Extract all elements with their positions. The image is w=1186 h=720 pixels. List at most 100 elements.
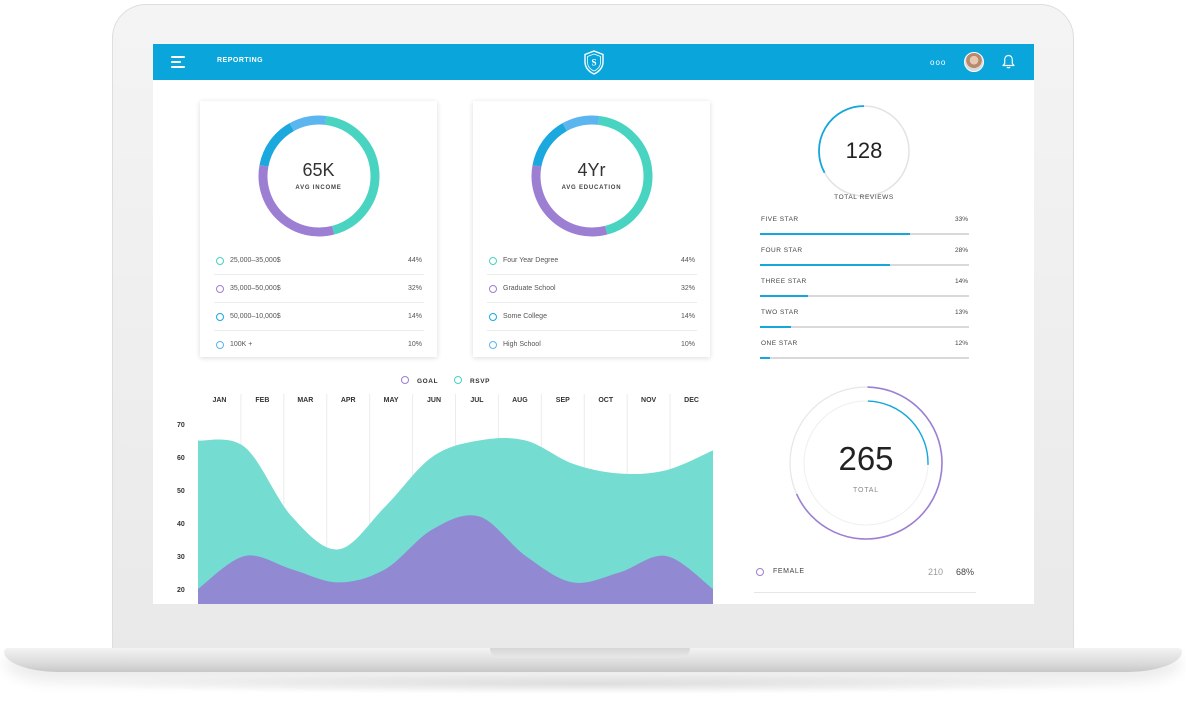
- y-tick-label: 20: [177, 587, 185, 594]
- y-tick-label: 70: [177, 422, 185, 429]
- legend-rsvp[interactable]: RSVP: [454, 376, 490, 385]
- rating-row[interactable]: FOUR STAR 28%: [760, 245, 969, 276]
- y-tick-label: 30: [177, 554, 185, 561]
- reviews-total: 128: [845, 138, 883, 163]
- rating-row[interactable]: THREE STAR 14%: [760, 276, 969, 307]
- total-value: 265: [838, 440, 894, 477]
- legend-dot: [489, 341, 497, 349]
- x-tick-label: DEC: [684, 397, 699, 404]
- education-legend: Four Year Degree 44% Graduate School 32% S…: [487, 247, 697, 358]
- dashboard-screen: REPORTING S ooo 65K AVG INCOME 25,000–35…: [153, 44, 1034, 604]
- legend-pct: 10%: [680, 341, 695, 348]
- user-avatar[interactable]: [964, 52, 984, 72]
- shield-logo-icon[interactable]: S: [583, 50, 605, 75]
- list-item[interactable]: High School 10%: [487, 331, 697, 358]
- income-label: AVG INCOME: [295, 185, 342, 191]
- donut-segment: [325, 115, 380, 235]
- list-item[interactable]: Some College 14%: [487, 303, 697, 331]
- donut-segment: [562, 115, 600, 132]
- page-title: REPORTING: [217, 57, 264, 64]
- legend-pct: 14%: [680, 313, 695, 320]
- donut-segment: [532, 123, 568, 167]
- legend-goal[interactable]: GOAL: [401, 376, 438, 385]
- legend-rsvp-dot: [454, 376, 462, 384]
- rating-pct: 33%: [954, 216, 968, 223]
- female-dot: [756, 568, 764, 576]
- bell-icon[interactable]: [1002, 54, 1015, 69]
- list-item[interactable]: 50,000–10,000$ 14%: [214, 303, 424, 331]
- legend-label: Some College: [503, 313, 547, 320]
- legend-dot: [216, 341, 224, 349]
- x-tick-label: SEP: [556, 397, 570, 404]
- education-value: 4Yr: [577, 160, 606, 180]
- legend-pct: 10%: [407, 341, 422, 348]
- education-label: AVG EDUCATION: [561, 185, 622, 191]
- legend-label: 50,000–10,000$: [230, 313, 281, 320]
- x-tick-label: MAY: [384, 397, 399, 404]
- hamburger-menu-icon[interactable]: [171, 56, 185, 68]
- rating-pct: 12%: [954, 340, 968, 347]
- x-tick-label: OCT: [598, 397, 614, 404]
- legend-pct: 44%: [680, 257, 695, 264]
- reviews-ring: [818, 105, 910, 197]
- laptop-notch: [490, 648, 690, 658]
- x-tick-label: AUG: [512, 397, 528, 404]
- female-count: 210: [928, 567, 944, 577]
- legend-label: 35,000–50,000$: [230, 285, 281, 292]
- legend-dot: [216, 285, 224, 293]
- area-series-goal: [198, 515, 713, 604]
- list-item[interactable]: Graduate School 32%: [487, 275, 697, 303]
- rating-label: FOUR STAR: [761, 247, 803, 254]
- list-item[interactable]: Four Year Degree 44%: [487, 247, 697, 275]
- rating-label: FIVE STAR: [761, 216, 799, 223]
- female-pct: 68%: [955, 567, 974, 577]
- rating-row[interactable]: FIVE STAR 33%: [760, 214, 969, 245]
- rating-bar: [760, 264, 969, 266]
- total-ring: [789, 386, 943, 540]
- rating-pct: 28%: [954, 247, 968, 254]
- legend-pct: 14%: [407, 313, 422, 320]
- y-tick-label: 40: [177, 521, 185, 528]
- list-item[interactable]: 100K + 10%: [214, 331, 424, 358]
- legend-label: 25,000–35,000$: [230, 257, 281, 264]
- legend-pct: 44%: [407, 257, 422, 264]
- rating-bar: [760, 357, 969, 359]
- education-donut: [531, 115, 653, 237]
- legend-goal-dot: [401, 376, 409, 384]
- rating-label: ONE STAR: [761, 340, 798, 347]
- legend-label: Four Year Degree: [503, 257, 559, 264]
- x-tick-label: APR: [341, 397, 356, 404]
- legend-pct: 32%: [407, 285, 422, 292]
- legend-dot: [489, 285, 497, 293]
- rating-bar: [760, 233, 969, 235]
- reviews-label: TOTAL REVIEWS: [834, 194, 894, 201]
- y-tick-label: 50: [177, 488, 185, 495]
- list-item[interactable]: 25,000–35,000$ 44%: [214, 247, 424, 275]
- income-donut: [258, 115, 380, 237]
- list-item[interactable]: 35,000–50,000$ 32%: [214, 275, 424, 303]
- legend-rsvp-label: RSVP: [470, 378, 491, 385]
- total-label: TOTAL: [853, 487, 879, 494]
- legend-dot: [216, 257, 224, 265]
- female-label: FEMALE: [773, 568, 805, 575]
- rating-row[interactable]: TWO STAR 13%: [760, 307, 969, 338]
- donut-segment: [289, 115, 327, 132]
- more-options-button[interactable]: ooo: [930, 58, 947, 67]
- rating-row[interactable]: ONE STAR 12%: [760, 338, 969, 369]
- x-tick-label: NOV: [641, 397, 657, 404]
- x-tick-label: JAN: [212, 397, 226, 404]
- x-tick-label: FEB: [255, 397, 269, 404]
- reviews-ring-fill: [818, 105, 865, 174]
- rating-bar-fill: [760, 233, 911, 235]
- rating-bar: [760, 295, 969, 297]
- legend-goal-label: GOAL: [417, 378, 439, 385]
- female-row[interactable]: FEMALE 210 68%: [754, 564, 976, 593]
- income-card: 65K AVG INCOME 25,000–35,000$ 44% 35,000–…: [200, 101, 437, 357]
- rating-bar-fill: [760, 357, 771, 359]
- total-ring-fill: [795, 386, 943, 540]
- income-value: 65K: [302, 160, 335, 180]
- top-bar: REPORTING S ooo: [153, 44, 1034, 80]
- y-tick-label: 60: [177, 455, 185, 462]
- income-legend: 25,000–35,000$ 44% 35,000–50,000$ 32% 50,0…: [214, 247, 424, 358]
- education-card: 4Yr AVG EDUCATION Four Year Degree 44% Gr…: [473, 101, 710, 357]
